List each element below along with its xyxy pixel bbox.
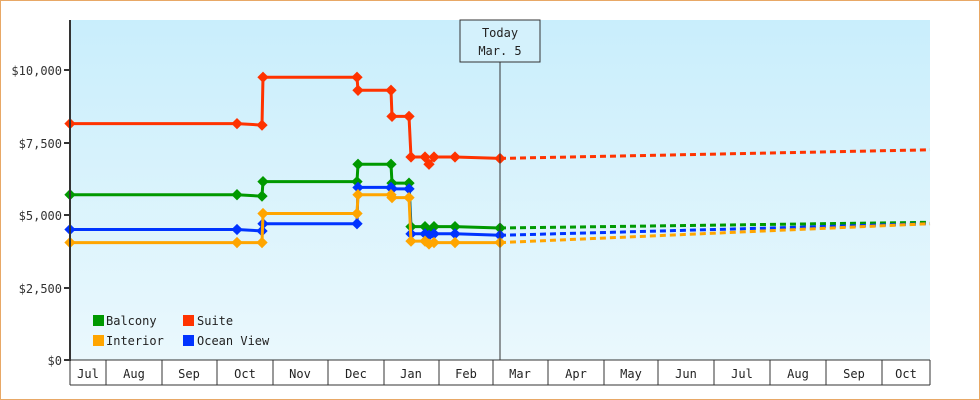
- series-balcony: [64, 158, 931, 237]
- month-label: Aug: [787, 367, 809, 381]
- data-point-marker: [256, 236, 268, 249]
- series-suite: [64, 71, 931, 170]
- data-point-marker: [352, 181, 364, 194]
- y-label-5000: $5,000: [19, 209, 62, 223]
- legend-swatch-suite: [183, 315, 194, 326]
- data-point-marker: [449, 236, 461, 249]
- month-label: May: [620, 367, 642, 381]
- data-point-marker: [256, 190, 268, 202]
- data-point-marker: [351, 218, 363, 230]
- month-label: Apr: [565, 367, 587, 381]
- data-point-marker: [403, 183, 415, 195]
- data-point-marker: [428, 236, 440, 249]
- data-point-marker: [428, 228, 440, 240]
- data-point-marker: [449, 151, 461, 163]
- data-point-marker: [405, 235, 417, 247]
- month-label: Sep: [843, 367, 865, 381]
- y-label-10000: $10,000: [11, 64, 62, 78]
- month-dividers: [69, 360, 931, 385]
- data-point-marker: [351, 207, 363, 220]
- data-point-marker: [403, 177, 415, 189]
- y-label-2500: $2,500: [19, 282, 62, 296]
- data-point-marker: [423, 158, 435, 170]
- legend-swatch-balcony: [93, 315, 104, 326]
- month-label: Jun: [675, 367, 697, 381]
- month-label: Jul: [731, 367, 753, 381]
- data-point-marker: [231, 189, 243, 201]
- legend-swatch-interior: [93, 335, 104, 346]
- data-point-marker: [231, 223, 243, 236]
- month-label: Jan: [400, 367, 422, 381]
- legend-label-balcony: Balcony: [106, 314, 157, 328]
- series-interior: [64, 189, 931, 250]
- data-point-marker: [231, 236, 243, 249]
- y-label-0: $0: [48, 354, 62, 368]
- data-point-marker: [449, 220, 461, 233]
- data-point-marker: [257, 175, 269, 188]
- month-label: Nov: [289, 367, 311, 381]
- series-layer: [64, 71, 931, 250]
- today-label: Today: [482, 26, 518, 40]
- month-label: Mar: [509, 367, 531, 381]
- data-point-marker: [405, 151, 417, 163]
- y-ticks: [64, 69, 70, 361]
- data-point-marker: [428, 220, 440, 233]
- today-date: Mar. 5: [478, 44, 521, 58]
- data-point-marker: [386, 191, 398, 204]
- month-label: Oct: [895, 367, 917, 381]
- series-ocean-view: [64, 181, 931, 241]
- today-box: [459, 19, 541, 63]
- month-label: Dec: [345, 367, 367, 381]
- month-label: Aug: [123, 367, 145, 381]
- data-point-marker: [428, 151, 440, 163]
- month-label: Oct: [234, 367, 256, 381]
- data-point-marker: [352, 158, 364, 170]
- y-label-7500: $7,500: [19, 137, 62, 151]
- data-point-marker: [403, 191, 415, 204]
- month-labels: Jul Aug Sep Oct Nov Dec Jan Feb Mar Apr …: [77, 367, 917, 381]
- data-point-marker: [449, 228, 461, 240]
- data-point-marker: [257, 207, 269, 220]
- data-point-marker: [352, 189, 364, 201]
- legend: Balcony Suite Interior Ocean View: [93, 314, 270, 348]
- legend-swatch-ocean-view: [183, 335, 194, 346]
- data-point-marker: [385, 158, 397, 170]
- month-label: Jul: [77, 367, 99, 381]
- legend-label-interior: Interior: [106, 334, 164, 348]
- month-label: Sep: [178, 367, 200, 381]
- legend-label-ocean-view: Ocean View: [197, 334, 270, 348]
- legend-label-suite: Suite: [197, 314, 233, 328]
- month-label: Feb: [455, 367, 477, 381]
